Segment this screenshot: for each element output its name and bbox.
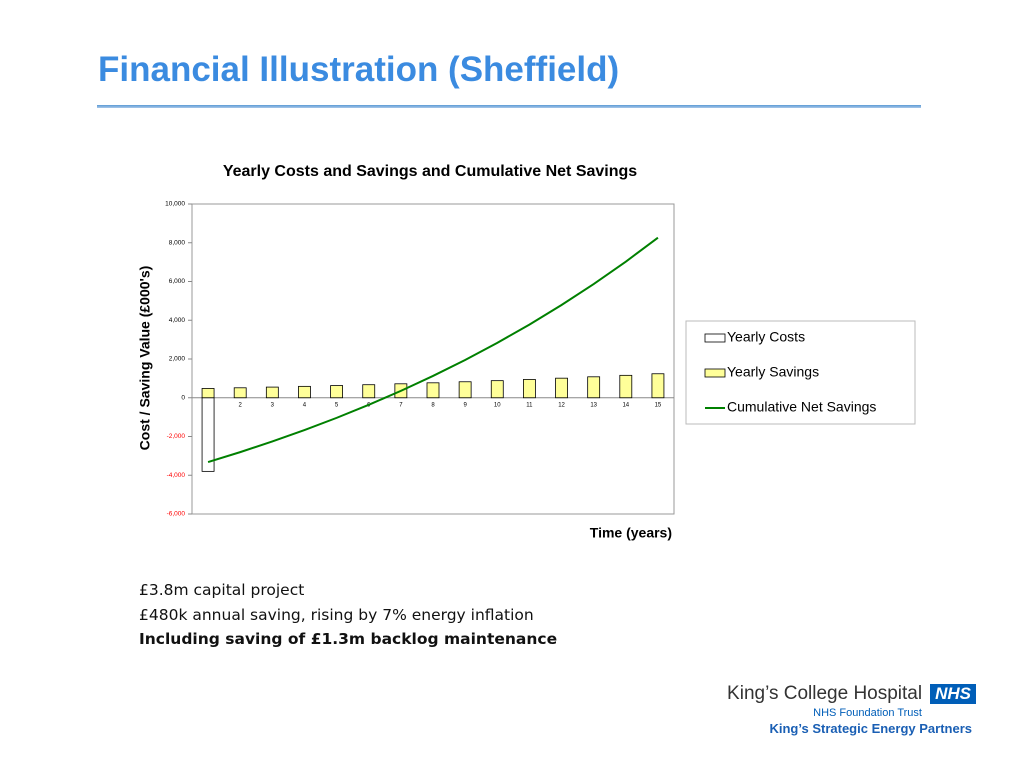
bar	[201, 388, 215, 399]
x-tick-label: 5	[335, 402, 339, 408]
legend-swatch	[704, 333, 726, 343]
bar	[426, 382, 440, 399]
y-tick-label: -6,000	[167, 511, 186, 518]
x-tick-label: 9	[463, 402, 467, 408]
chart: Yearly Costs and Savings and Cumulative …	[137, 163, 916, 541]
y-tick-label: 4,000	[169, 317, 186, 324]
bar	[619, 374, 633, 399]
plot-area	[191, 203, 675, 515]
title-rule	[97, 105, 921, 108]
logo: King’s College Hospital NHS NHS Foundati…	[727, 683, 976, 719]
bar	[490, 380, 504, 399]
line	[207, 236, 659, 464]
x-tick-label: 7	[399, 402, 403, 408]
note: £480k annual saving, rising by 7% energy…	[139, 605, 534, 624]
bar	[362, 384, 376, 399]
y-tick-label: 6,000	[169, 278, 186, 285]
x-tick-label: 3	[271, 402, 275, 408]
bar	[330, 385, 344, 399]
legend-swatch	[704, 368, 726, 378]
y-tick-label: 8,000	[169, 239, 186, 246]
x-tick-label: 15	[655, 402, 662, 408]
logo-badge: NHS	[930, 684, 976, 704]
bar	[298, 385, 311, 399]
y-tick-label: -4,000	[167, 472, 186, 479]
x-tick-label: 12	[558, 402, 565, 408]
logo-name: King’s College Hospital	[727, 683, 923, 704]
legend-label: Yearly Savings	[727, 364, 819, 380]
x-tick-label: 8	[431, 402, 435, 408]
y-tick-label: -2,000	[167, 433, 186, 440]
bar	[233, 387, 247, 399]
y-tick-label: 0	[181, 394, 185, 401]
slide-title: Financial Illustration (Sheffield)	[98, 50, 620, 89]
x-axis-title: Time (years)	[590, 525, 672, 541]
bar	[458, 381, 472, 399]
x-tick-label: 2	[239, 402, 243, 408]
legend-label: Yearly Costs	[727, 329, 805, 345]
note: Including saving of £1.3m backlog mainte…	[139, 630, 558, 648]
x-tick-label: 10	[494, 402, 501, 408]
logo-subtitle: NHS Foundation Trust	[813, 707, 922, 719]
x-tick-label: 13	[590, 402, 597, 408]
x-tick-label: 4	[303, 402, 307, 408]
y-tick-label: 10,000	[165, 201, 185, 208]
legend-label: Cumulative Net Savings	[727, 399, 876, 415]
x-tick-label: 14	[622, 402, 629, 408]
y-axis-title: Cost / Saving Value (£000's)	[137, 266, 153, 451]
y-tick-label: 2,000	[169, 356, 186, 363]
bar	[555, 377, 568, 399]
x-tick-label: 11	[526, 402, 533, 408]
bar	[523, 379, 536, 399]
chart-title: Yearly Costs and Savings and Cumulative …	[223, 163, 637, 180]
bar	[651, 373, 665, 399]
bar	[265, 386, 279, 399]
note: £3.8m capital project	[139, 581, 305, 599]
bar	[587, 376, 601, 399]
notes: £3.8m capital project £480k annual savin…	[139, 578, 557, 652]
footer: King’s Strategic Energy Partners	[769, 721, 972, 736]
